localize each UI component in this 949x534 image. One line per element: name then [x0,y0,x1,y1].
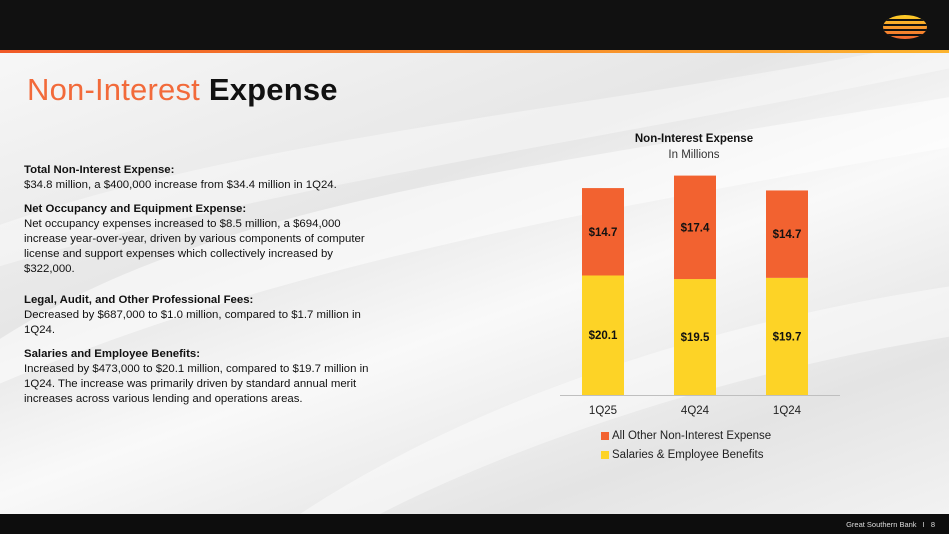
x-tick-label: 1Q25 [589,405,617,417]
data-label: $19.5 [681,332,710,344]
legend-item: Salaries & Employee Benefits [601,447,771,463]
legend-swatch [601,451,609,459]
data-label: $17.4 [681,222,710,234]
chart-legend: All Other Non-Interest Expense Salaries &… [601,428,771,466]
bar-segment [582,188,624,276]
footer-company: Great Southern Bank [846,520,917,529]
page-number: 8 [930,520,935,529]
commentary-text: Total Non-Interest Expense: $34.8 millio… [24,163,386,416]
data-label: $19.7 [773,331,802,343]
paragraph-body: Increased by $473,000 to $20.1 million, … [24,363,369,405]
data-label: $20.1 [589,330,618,342]
paragraph-salaries: Salaries and Employee Benefits: Increase… [24,347,386,407]
paragraph-heading: Total Non-Interest Expense: [24,164,175,176]
x-tick-label: 1Q24 [773,405,802,417]
paragraph-body: Net occupancy expenses increased to $8.5… [24,218,365,275]
footer-separator: I [922,520,925,529]
x-tick-label: 4Q24 [681,405,710,417]
header-bar [0,0,949,50]
paragraph-heading: Net Occupancy and Equipment Expense: [24,203,247,215]
page-title-bold: Expense [208,72,338,107]
legend-swatch [601,432,609,440]
legend-label: Salaries & Employee Benefits [612,449,764,461]
bar-segment [674,175,716,280]
paragraph-body: $34.8 million, a $400,000 increase from … [24,179,337,191]
paragraph-total-expense: Total Non-Interest Expense: $34.8 millio… [24,163,386,193]
legend-item: All Other Non-Interest Expense [601,428,771,444]
paragraph-legal-fees: Legal, Audit, and Other Professional Fee… [24,293,386,338]
paragraph-occupancy: Net Occupancy and Equipment Expense: Net… [24,202,386,277]
footer: Great Southern Bank I 8 [842,520,935,529]
bar-segment [582,275,624,395]
paragraph-body: Decreased by $687,000 to $1.0 million, c… [24,309,361,336]
paragraph-heading: Salaries and Employee Benefits: [24,348,200,360]
bar-segment [766,190,808,278]
header-accent-rule [0,50,949,53]
page-title-light: Non-Interest [27,72,200,107]
chart-title: Non-Interest Expense [634,133,754,145]
data-label: $14.7 [589,227,618,239]
bar-segment [674,279,716,395]
paragraph-heading: Legal, Audit, and Other Professional Fee… [24,294,254,306]
bar-segment [766,277,808,395]
stacked-bar-chart: $20.1 $14.7 1Q25 $19.5 $17.4 4Q24 $19.7 $14.7 1Q… [560,175,840,417]
bank-logo-icon [883,15,927,39]
legend-label: All Other Non-Interest Expense [612,430,772,442]
page-title: Non-Interest Expense [27,72,338,108]
data-label: $14.7 [773,229,802,241]
footer-bar [0,514,949,534]
chart-subtitle: In Millions [668,149,720,161]
